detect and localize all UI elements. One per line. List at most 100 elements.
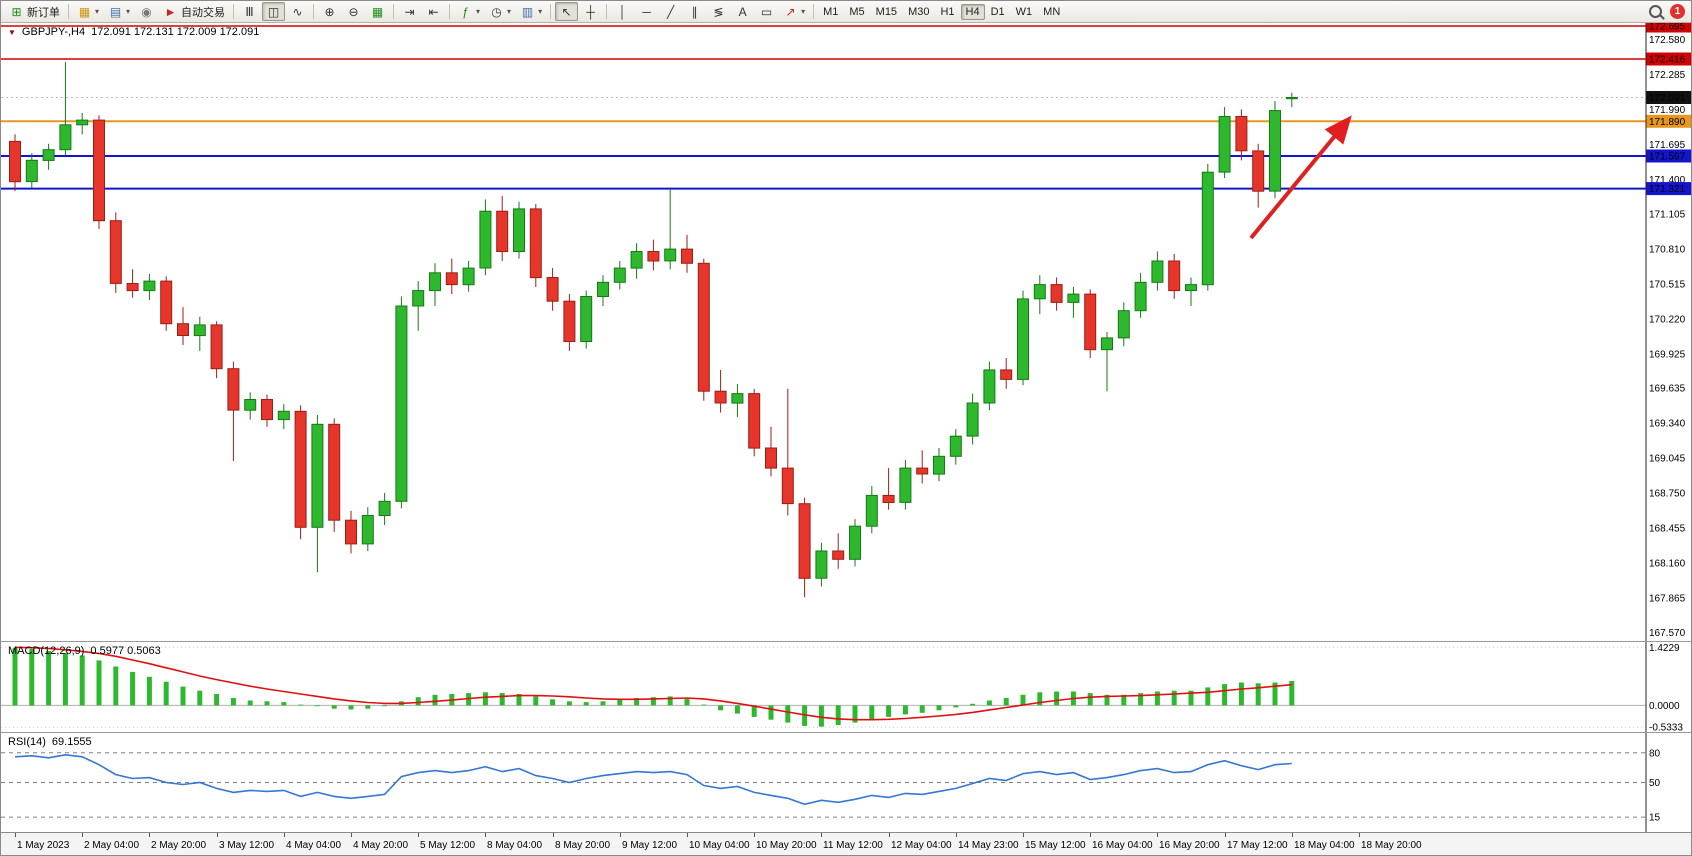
svg-text:167.570: 167.570 bbox=[1649, 628, 1686, 639]
rsi-panel: 80 50 15 RSI(14) 69.1555 bbox=[1, 732, 1691, 832]
indicators-button[interactable]: ƒ ▾ bbox=[454, 2, 484, 21]
timeframe-button-h1[interactable]: H1 bbox=[935, 4, 959, 20]
toolbar-separator bbox=[606, 4, 608, 19]
chevron-down-icon: ▾ bbox=[126, 7, 131, 16]
zoom-in-button[interactable]: ⊕ bbox=[318, 2, 341, 21]
cursor-icon: ↖ bbox=[561, 4, 572, 19]
line-chart-icon: ∿ bbox=[292, 4, 303, 19]
time-axis-label: 2 May 20:00 bbox=[151, 840, 207, 851]
candles bbox=[9, 62, 1298, 598]
text-icon: A bbox=[738, 4, 747, 19]
time-axis-tick bbox=[485, 833, 486, 837]
time-axis-label: 15 May 12:00 bbox=[1025, 840, 1086, 851]
toolbar-separator bbox=[550, 4, 552, 19]
time-axis-tick bbox=[82, 833, 83, 837]
chevron-down-icon: ▾ bbox=[538, 7, 543, 16]
price-tag-171.890: 171.890 bbox=[1646, 114, 1691, 128]
new-chart-button[interactable]: ▦ ▾ bbox=[73, 2, 103, 21]
new-order-button[interactable]: ⊞ 新订单 bbox=[5, 2, 64, 22]
time-axis-tick bbox=[1292, 833, 1293, 837]
macd-canvas[interactable]: 1.4229 0.0000 -0.5333 bbox=[1, 642, 1692, 732]
refresh-icon: ◉ bbox=[141, 4, 152, 19]
trend-arrow[interactable] bbox=[1249, 115, 1352, 240]
svg-text:171.321: 171.321 bbox=[1649, 184, 1686, 195]
time-axis-tick bbox=[217, 833, 218, 837]
timeframe-button-m15[interactable]: M15 bbox=[871, 4, 902, 20]
auto-trading-icon: ► bbox=[164, 4, 177, 19]
svg-text:171.990: 171.990 bbox=[1649, 105, 1686, 116]
chart-shift-button[interactable]: ⇤ bbox=[422, 2, 445, 21]
time-axis-tick bbox=[15, 833, 16, 837]
timeframe-button-h4[interactable]: H4 bbox=[960, 3, 985, 20]
trendline-tool-button[interactable]: ╱ bbox=[659, 2, 682, 21]
fibonacci-tool-button[interactable]: ≶ bbox=[707, 2, 730, 21]
new-order-label: 新订单 bbox=[27, 6, 60, 19]
svg-text:172.580: 172.580 bbox=[1649, 35, 1686, 46]
vertical-line-tool-button[interactable]: │ bbox=[611, 2, 634, 21]
profiles-button[interactable]: ▤ ▾ bbox=[104, 2, 134, 21]
time-axis-tick bbox=[351, 833, 352, 837]
indicators-icon: ƒ bbox=[462, 4, 469, 19]
chart-background[interactable] bbox=[1, 23, 1646, 641]
chart-shift-icon: ⇤ bbox=[428, 4, 439, 19]
timeframe-button-m30[interactable]: M30 bbox=[903, 4, 934, 20]
line-chart-button[interactable]: ∿ bbox=[286, 2, 309, 21]
time-axis-label: 18 May 04:00 bbox=[1294, 840, 1355, 851]
svg-text:168.750: 168.750 bbox=[1649, 489, 1686, 500]
svg-text:168.160: 168.160 bbox=[1649, 558, 1686, 569]
rsi-axis[interactable]: 80 50 15 bbox=[1649, 748, 1661, 823]
zoom-out-button[interactable]: ⊖ bbox=[342, 2, 365, 21]
time-axis-tick bbox=[889, 833, 890, 837]
search-icon[interactable] bbox=[1649, 5, 1662, 18]
timeframe-button-mn[interactable]: MN bbox=[1038, 4, 1065, 20]
toolbar-separator bbox=[313, 4, 315, 19]
horizontal-line-tool-button[interactable]: ─ bbox=[635, 2, 658, 21]
notification-badge[interactable]: 1 bbox=[1670, 4, 1685, 19]
fibonacci-icon: ≶ bbox=[713, 4, 724, 19]
time-axis-label: 10 May 20:00 bbox=[756, 840, 817, 851]
toolbar-separator bbox=[68, 4, 69, 19]
arrows-tool-button[interactable]: ↗ ▾ bbox=[779, 2, 809, 21]
time-axis-tick bbox=[149, 833, 150, 837]
auto-scroll-icon: ⇥ bbox=[404, 4, 415, 19]
refresh-button[interactable]: ◉ bbox=[135, 2, 158, 21]
level-lines[interactable] bbox=[1, 25, 1646, 190]
label-icon: ▭ bbox=[760, 4, 773, 19]
chevron-down-icon: ▾ bbox=[507, 7, 512, 16]
time-axis-tick bbox=[284, 833, 285, 837]
bar-chart-button[interactable]: Ⅲ bbox=[238, 2, 261, 21]
price-axis[interactable]: 172.580 172.285 171.990 171.695 171.400 171.1… bbox=[1646, 23, 1692, 639]
timeframe-button-m5[interactable]: M5 bbox=[844, 4, 869, 20]
toolbar-separator bbox=[449, 4, 451, 19]
rsi-canvas[interactable]: 80 50 15 bbox=[1, 733, 1692, 832]
toolbar-separator bbox=[233, 4, 235, 19]
svg-text:15: 15 bbox=[1649, 813, 1661, 824]
tile-windows-button[interactable]: ▦ bbox=[366, 2, 389, 21]
macd-axis[interactable]: 1.4229 0.0000 -0.5333 bbox=[1649, 643, 1683, 732]
time-axis-label: 1 May 2023 bbox=[17, 840, 70, 851]
auto-trading-button[interactable]: ► 自动交易 bbox=[159, 2, 229, 22]
auto-scroll-button[interactable]: ⇥ bbox=[398, 2, 421, 21]
time-axis-tick bbox=[754, 833, 755, 837]
time-axis[interactable]: 1 May 2023 2 May 04:00 2 May 20:00 3 May 12… bbox=[1, 832, 1691, 855]
time-axis-label: 9 May 12:00 bbox=[622, 840, 678, 851]
cursor-tool-button[interactable]: ↖ bbox=[555, 2, 579, 21]
timeframe-button-d1[interactable]: D1 bbox=[986, 4, 1010, 20]
svg-text:172.091: 172.091 bbox=[1649, 93, 1686, 104]
svg-text:170.515: 170.515 bbox=[1649, 280, 1686, 291]
text-tool-button[interactable]: A bbox=[731, 2, 754, 21]
timeframe-button-m1[interactable]: M1 bbox=[818, 4, 843, 20]
crosshair-tool-button[interactable]: ┼ bbox=[579, 2, 602, 21]
timeframe-button-w1[interactable]: W1 bbox=[1011, 4, 1038, 20]
time-axis-label: 11 May 12:00 bbox=[823, 840, 883, 851]
templates-button[interactable]: ▥ ▾ bbox=[516, 2, 546, 21]
channel-tool-button[interactable]: ∥ bbox=[683, 2, 706, 21]
toolbar-right-group: 1 bbox=[1649, 4, 1687, 19]
price-chart-canvas[interactable]: 172.580 172.285 171.990 171.695 171.400 171.1… bbox=[1, 23, 1692, 641]
macd-histogram bbox=[12, 648, 1295, 727]
label-tool-button[interactable]: ▭ bbox=[755, 2, 778, 21]
candlestick-button[interactable]: ◫ bbox=[262, 2, 286, 21]
periods-button[interactable]: ◷ ▾ bbox=[485, 2, 515, 21]
time-axis-label: 10 May 04:00 bbox=[689, 840, 750, 851]
svg-text:50: 50 bbox=[1649, 778, 1661, 789]
